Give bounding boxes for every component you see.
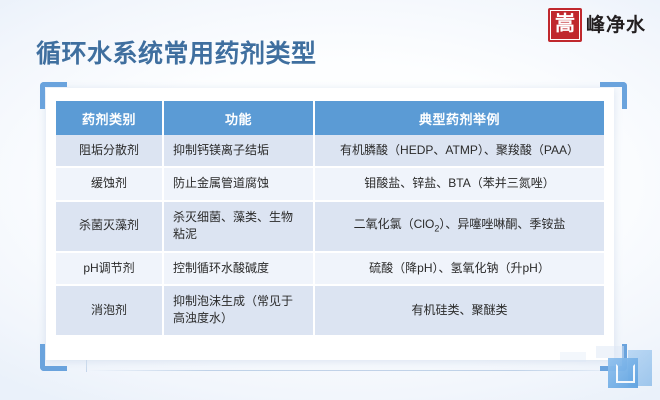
chemicals-table: 药剂类别 功能 典型药剂举例 阻垢分散剂 抑制钙镁离子结垢 有机膦酸（HEDP、… [56,101,604,337]
logo-seal-icon: 嵩 [547,8,582,42]
table-row: pH调节剂 控制循环水酸碱度 硫酸（降pH）、氢氧化钠（升pH） [56,251,604,286]
cell-function: 抑制泡沫生成（常见于高浊度水） [163,284,315,337]
column-header-function: 功能 [163,101,315,135]
cell-function: 防止金属管道腐蚀 [163,167,315,202]
column-header-examples: 典型药剂举例 [314,101,604,135]
corner-bracket-top-left-icon [40,82,67,109]
motif-ring [616,364,635,383]
table-row: 缓蚀剂 防止金属管道腐蚀 钼酸盐、锌盐、BTA（苯并三氮唑） [56,167,604,202]
motif-pale-block-2 [560,352,586,362]
table-header-row: 药剂类别 功能 典型药剂举例 [56,101,604,135]
page-title: 循环水系统常用药剂类型 [36,40,317,68]
cell-function: 抑制钙镁离子结垢 [163,135,315,169]
cell-category: 缓蚀剂 [56,167,164,202]
cell-category: pH调节剂 [56,251,164,286]
cell-category: 杀菌灭藻剂 [56,200,164,253]
corner-bracket-bottom-left-icon [40,344,67,371]
cell-examples: 硫酸（降pH）、氢氧化钠（升pH） [314,251,604,286]
cell-examples: 有机膦酸（HEDP、ATMP）、聚羧酸（PAA） [314,135,604,169]
cell-examples: 二氧化氯（ClO2）、异噻唑啉酮、季铵盐 [314,200,604,253]
column-header-category: 药剂类别 [56,101,164,135]
table-row: 消泡剂 抑制泡沫生成（常见于高浊度水） 有机硅类、聚醚类 [56,284,604,337]
cell-function: 控制循环水酸碱度 [163,251,315,286]
examples-prefix: 二氧化氯（ClO [353,217,435,232]
examples-subscript: 2 [434,223,440,234]
cell-category: 消泡剂 [56,284,164,337]
cell-function: 杀灭细菌、藻类、生物粘泥 [163,200,315,253]
logo-brand-text: 峰净水 [585,13,646,36]
table-row: 阻垢分散剂 抑制钙镁离子结垢 有机膦酸（HEDP、ATMP）、聚羧酸（PAA） [56,135,604,169]
decorative-hairline-bottom [86,370,636,371]
company-logo: 嵩 峰净水 [547,8,646,42]
motif-pale-block-1 [596,346,624,358]
cell-examples: 有机硅类、聚醚类 [314,284,604,337]
examples-suffix: ）、异噻唑啉酮、季铵盐 [439,217,566,232]
table-row: 杀菌灭藻剂 杀灭细菌、藻类、生物粘泥 二氧化氯（ClO2）、异噻唑啉酮、季铵盐 [56,200,604,253]
cell-examples: 钼酸盐、锌盐、BTA（苯并三氮唑） [314,167,604,202]
corner-bracket-top-right-icon [600,82,627,109]
cell-category: 阻垢分散剂 [56,135,164,169]
